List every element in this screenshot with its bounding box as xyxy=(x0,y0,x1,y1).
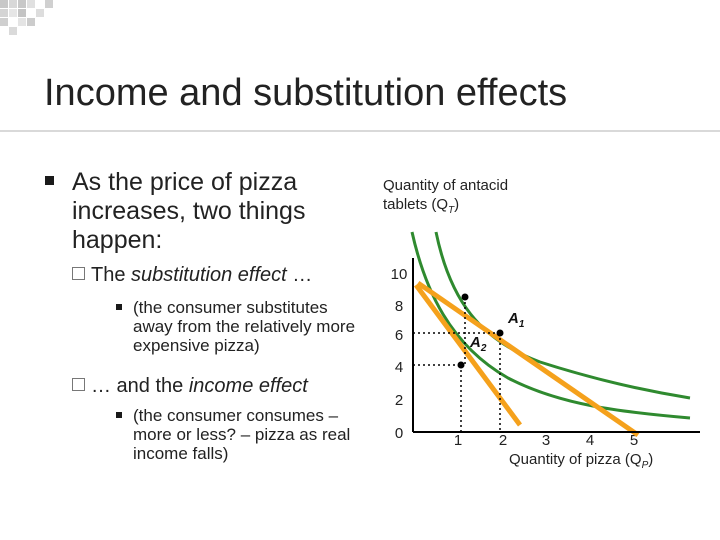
income-effect-term: income effect xyxy=(188,375,308,397)
substitution-effect-term: substitution effect xyxy=(131,264,287,286)
point-top xyxy=(461,293,469,301)
corner-decoration xyxy=(0,0,53,35)
y-tick-label: 10 xyxy=(390,266,408,283)
x-tick-label: 2 xyxy=(498,432,508,449)
budget-line-flat xyxy=(416,280,640,438)
y-axis-label-line2: tablets (QT) xyxy=(383,196,460,216)
y-tick-label: 0 xyxy=(394,425,404,442)
y-tick-label: 4 xyxy=(394,359,404,376)
bullet-square-icon xyxy=(116,304,122,310)
x-tick-label: 3 xyxy=(541,432,551,449)
substitution-suffix: … xyxy=(286,264,313,286)
point-a2-label: A2 xyxy=(470,334,487,354)
y-tick-label: 2 xyxy=(394,392,404,409)
income-bullet: … and the income effect xyxy=(72,375,308,398)
slide-title: Income and substitution effects xyxy=(44,72,568,114)
income-prefix: … and the xyxy=(91,375,189,397)
point-a1-label: A1 xyxy=(508,310,525,330)
title-divider xyxy=(0,130,720,132)
y-tick-label: 8 xyxy=(394,298,404,315)
substitution-prefix: The xyxy=(91,264,132,286)
budget-line-steep xyxy=(413,283,523,427)
bullet-square-icon xyxy=(45,176,54,185)
y-tick-label: 6 xyxy=(394,327,404,344)
point-a1 xyxy=(496,329,504,337)
y-axis-label-line1: Quantity of antacid xyxy=(383,177,509,194)
x-tick-label: 5 xyxy=(629,432,639,449)
bullet-square-icon xyxy=(116,412,122,418)
checkbox-bullet-icon xyxy=(72,267,85,280)
x-axis-label: Quantity of pizza (QP) xyxy=(509,451,654,471)
income-detail: (the consumer consumes – more or less? –… xyxy=(133,406,351,463)
checkbox-bullet-icon xyxy=(72,378,85,391)
x-tick-label: 1 xyxy=(453,432,463,449)
x-tick-label: 4 xyxy=(585,432,595,449)
main-bullet-text: As the price of pizza increases, two thi… xyxy=(72,168,306,254)
indifference-curve-low xyxy=(410,231,691,420)
y-axis-label: Quantity of antacid tablets (QT) xyxy=(383,176,508,220)
point-a2 xyxy=(457,361,465,369)
indifference-curve-high xyxy=(434,231,691,400)
substitution-detail: (the consumer substitutes away from the … xyxy=(133,298,356,355)
substitution-bullet: The substitution effect … xyxy=(72,264,312,287)
